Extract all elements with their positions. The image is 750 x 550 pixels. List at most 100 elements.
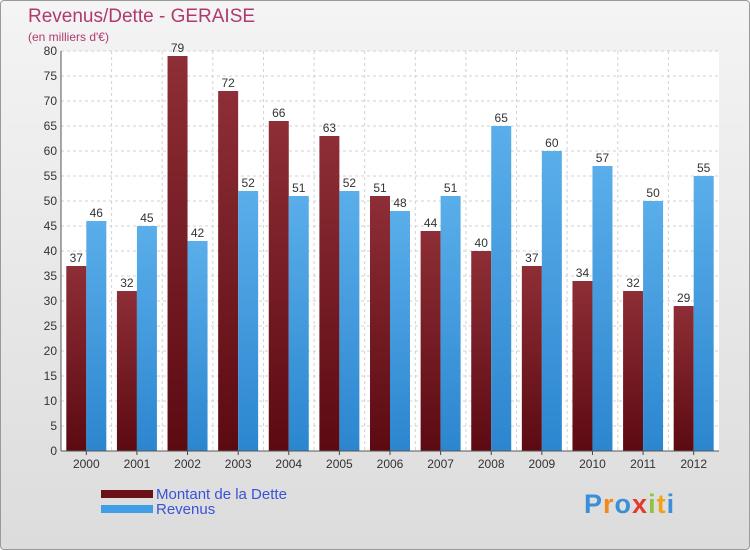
x-tick-label: 2008 xyxy=(478,457,505,471)
bar-dette xyxy=(66,266,87,451)
y-tick-label: 50 xyxy=(44,194,58,208)
bar-value-label: 37 xyxy=(70,251,84,265)
x-tick-label: 2007 xyxy=(427,457,454,471)
bar-layer xyxy=(66,56,714,451)
x-tick-label: 2005 xyxy=(326,457,353,471)
bar-revenus xyxy=(643,201,664,451)
legend-label-dette: Montant de la Dette xyxy=(156,486,287,503)
y-tick-label: 35 xyxy=(44,269,58,283)
bar-dette xyxy=(319,136,340,451)
bar-revenus xyxy=(440,196,461,451)
logo-letter: x xyxy=(632,489,649,519)
x-tick-label: 2001 xyxy=(124,457,151,471)
bar-dette xyxy=(521,266,542,451)
y-tick-label: 5 xyxy=(50,419,57,433)
bar-value-label: 51 xyxy=(373,181,387,195)
bar-value-label: 57 xyxy=(596,151,610,165)
bar-value-label: 52 xyxy=(343,176,357,190)
y-tick-label: 10 xyxy=(44,394,58,408)
bar-value-label: 37 xyxy=(525,251,539,265)
bar-revenus xyxy=(136,226,157,451)
proxiti-logo: Proxiti xyxy=(584,489,675,520)
bar-dette xyxy=(116,291,137,451)
y-tick-label: 30 xyxy=(44,294,58,308)
y-tick-label: 60 xyxy=(44,144,58,158)
logo-letter: t xyxy=(656,489,667,519)
x-tick-label: 2011 xyxy=(630,457,656,471)
legend-swatch-revenus xyxy=(101,505,153,513)
bar-revenus xyxy=(390,211,410,451)
bar-revenus xyxy=(693,176,714,451)
x-tick-label: 2010 xyxy=(579,457,606,471)
x-tick-label: 2003 xyxy=(225,457,252,471)
bar-revenus xyxy=(491,126,512,451)
bar-dette xyxy=(268,121,289,451)
x-tick-label: 2012 xyxy=(680,457,707,471)
y-tick-label: 20 xyxy=(44,344,58,358)
bar-dette xyxy=(420,231,441,451)
bar-revenus xyxy=(541,151,562,451)
y-tick-label: 55 xyxy=(44,169,58,183)
bar-value-label: 79 xyxy=(171,41,185,55)
bar-value-label: 60 xyxy=(545,136,559,150)
bar-value-label: 34 xyxy=(576,266,590,280)
y-tick-label: 45 xyxy=(44,219,58,233)
bar-value-label: 52 xyxy=(241,176,255,190)
bar-dette xyxy=(370,196,390,451)
logo-letter: P xyxy=(584,489,604,519)
x-tick-label: 2004 xyxy=(275,457,302,471)
bar-value-label: 32 xyxy=(626,276,640,290)
bar-value-label: 29 xyxy=(677,291,691,305)
bar-value-label: 51 xyxy=(292,181,306,195)
label-layer: 0 5 10 15 20 25 30 35 40 45 50 55 60 65 70 75 80 37 46 2000… xyxy=(44,41,719,471)
logo-letter: i xyxy=(648,489,657,519)
y-tick-label: 25 xyxy=(44,319,58,333)
x-tick-label: 2000 xyxy=(73,457,100,471)
y-tick-label: 65 xyxy=(44,119,58,133)
legend-label-revenus: Revenus xyxy=(156,501,216,518)
y-tick-label: 75 xyxy=(44,69,58,83)
bar-value-label: 45 xyxy=(140,211,154,225)
y-tick-label: 80 xyxy=(44,44,58,58)
bar-dette xyxy=(167,56,188,451)
chart-subtitle: (en milliers d'€) xyxy=(28,30,109,44)
x-tick-label: 2002 xyxy=(174,457,201,471)
bar-dette xyxy=(623,291,644,451)
bar-value-label: 44 xyxy=(424,216,438,230)
chart-title: Revenus/Dette - GERAISE xyxy=(28,6,256,27)
bar-value-label: 55 xyxy=(697,161,711,175)
bar-revenus xyxy=(592,166,613,451)
y-tick-label: 15 xyxy=(44,369,58,383)
bar-value-label: 42 xyxy=(191,226,205,240)
bar-revenus xyxy=(86,221,107,451)
bar-revenus xyxy=(238,191,259,451)
logo-letter: o xyxy=(614,489,633,519)
x-tick-label: 2006 xyxy=(377,457,404,471)
bar-value-label: 63 xyxy=(323,121,337,135)
bar-value-label: 46 xyxy=(90,206,104,220)
bar-value-label: 65 xyxy=(495,111,509,125)
y-tick-label: 40 xyxy=(44,244,58,258)
logo-letter: r xyxy=(603,489,615,519)
legend-swatch-dette xyxy=(101,490,153,498)
bar-value-label: 40 xyxy=(475,236,489,250)
bar-value-label: 50 xyxy=(646,186,660,200)
y-tick-label: 70 xyxy=(44,94,58,108)
bar-dette xyxy=(673,306,694,451)
bar-value-label: 51 xyxy=(444,181,458,195)
bar-revenus xyxy=(288,196,309,451)
bar-value-label: 72 xyxy=(221,76,235,90)
bar-value-label: 48 xyxy=(393,196,407,210)
bar-revenus xyxy=(187,241,208,451)
bar-dette xyxy=(218,91,239,451)
bar-dette xyxy=(572,281,593,451)
logo-letter: i xyxy=(666,489,676,519)
bar-value-label: 66 xyxy=(272,106,286,120)
bar-value-label: 32 xyxy=(120,276,134,290)
x-tick-label: 2009 xyxy=(528,457,555,471)
bar-revenus xyxy=(339,191,360,451)
y-tick-label: 0 xyxy=(50,444,57,458)
bar-dette xyxy=(471,251,492,451)
